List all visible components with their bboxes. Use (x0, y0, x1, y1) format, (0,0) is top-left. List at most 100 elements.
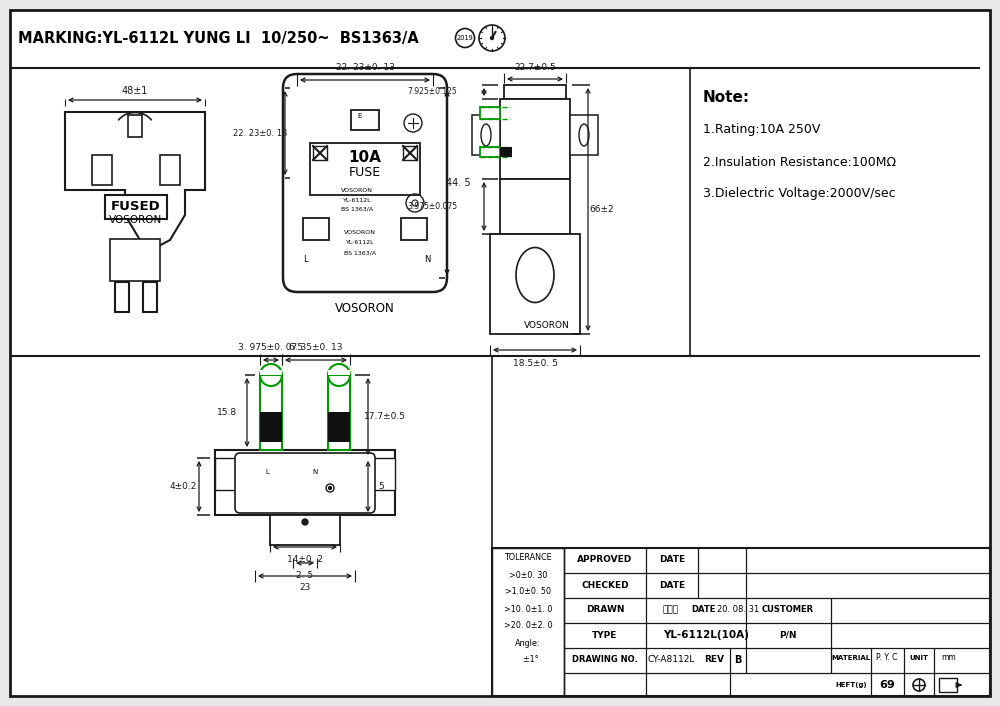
Bar (255, 515, 355, 561)
Text: 22. 23±0. 13: 22. 23±0. 13 (233, 128, 287, 138)
Bar (128, 115, 142, 137)
Text: YL-6112L(10A): YL-6112L(10A) (663, 630, 749, 640)
Text: DRAWING NO.: DRAWING NO. (572, 655, 638, 664)
Bar (328, 375, 350, 450)
Bar (260, 412, 282, 442)
Text: 48±1: 48±1 (122, 86, 148, 96)
Text: >10. 0±1. 0: >10. 0±1. 0 (504, 604, 552, 614)
Text: >0±0. 30: >0±0. 30 (509, 570, 547, 580)
Text: 7.925±0.125: 7.925±0.125 (407, 88, 457, 97)
Bar (504, 85, 566, 99)
Text: VOSORON: VOSORON (335, 301, 395, 314)
Text: L: L (265, 469, 269, 475)
Bar (500, 147, 512, 157)
Text: 3. 975±0. 075: 3. 975±0. 075 (239, 344, 304, 352)
Ellipse shape (516, 248, 554, 302)
Polygon shape (570, 115, 598, 155)
Polygon shape (328, 370, 350, 375)
Text: 69: 69 (879, 680, 895, 690)
Text: Note:: Note: (703, 90, 750, 105)
Bar (110, 239, 160, 281)
Bar (260, 375, 282, 450)
Bar (500, 179, 570, 234)
Text: TOLERANCE: TOLERANCE (504, 554, 552, 563)
Ellipse shape (481, 124, 491, 146)
Circle shape (328, 486, 332, 489)
Text: UNIT: UNIT (910, 655, 928, 661)
Text: 4±0.2: 4±0.2 (169, 482, 197, 491)
FancyBboxPatch shape (235, 453, 375, 513)
Bar (115, 282, 129, 312)
Bar (939, 678, 957, 692)
Bar (492, 548, 564, 696)
Ellipse shape (579, 124, 589, 146)
Text: >20. 0±2. 0: >20. 0±2. 0 (504, 621, 552, 630)
Text: ±1°: ±1° (518, 655, 538, 664)
Text: 22.7±0.5: 22.7±0.5 (514, 63, 556, 71)
Text: N: N (424, 256, 430, 265)
Circle shape (302, 519, 308, 525)
Text: 20. 08. 31: 20. 08. 31 (717, 606, 759, 614)
Text: DRAWN: DRAWN (586, 606, 624, 614)
Text: 陈守琨: 陈守琨 (663, 606, 679, 614)
Bar (500, 99, 570, 179)
Bar (328, 412, 350, 442)
Circle shape (490, 37, 494, 40)
Text: 10A: 10A (349, 150, 381, 165)
Text: YL-6112L: YL-6112L (346, 241, 374, 246)
Text: TYPE: TYPE (592, 630, 618, 640)
Text: 2019: 2019 (457, 35, 473, 41)
Text: VOSORON: VOSORON (109, 215, 163, 225)
Polygon shape (65, 112, 205, 248)
Bar (310, 143, 420, 195)
Text: DATE: DATE (691, 606, 715, 614)
Text: >1.0±0. 50: >1.0±0. 50 (505, 587, 551, 597)
Bar (373, 458, 395, 490)
Text: REV: REV (704, 655, 724, 664)
Text: DATE: DATE (659, 556, 685, 565)
Text: FUSED: FUSED (111, 201, 161, 213)
Text: YL-6112L: YL-6112L (343, 198, 371, 203)
Text: P/N: P/N (779, 630, 797, 640)
Text: VOSORON: VOSORON (341, 189, 373, 193)
Bar (403, 146, 417, 160)
Text: P. Y. C: P. Y. C (876, 654, 898, 662)
Text: MARKING:YL-6112L YUNG LI  10/250~  BS1363/A: MARKING:YL-6112L YUNG LI 10/250~ BS1363/… (18, 30, 419, 45)
Text: 18.5±0. 5: 18.5±0. 5 (513, 359, 557, 368)
Bar (250, 465, 268, 493)
Polygon shape (472, 115, 500, 155)
Text: Angle:: Angle: (515, 638, 541, 647)
Bar (215, 450, 395, 515)
Text: 17.7±0.5: 17.7±0.5 (364, 412, 406, 421)
Text: HEFT(g): HEFT(g) (835, 682, 867, 688)
Bar (270, 515, 340, 545)
Bar (105, 195, 167, 219)
Text: VOSORON: VOSORON (524, 321, 570, 330)
Text: 66±2: 66±2 (590, 205, 614, 214)
Text: 23: 23 (299, 583, 311, 592)
Text: 3.Dielectric Voltage:2000V/sec: 3.Dielectric Voltage:2000V/sec (703, 188, 896, 201)
Bar (480, 147, 500, 157)
Text: MATERIAL: MATERIAL (831, 655, 871, 661)
Text: 22. 23±0. 13: 22. 23±0. 13 (336, 64, 394, 73)
Text: 6. 35±0. 13: 6. 35±0. 13 (289, 344, 343, 352)
Text: BS 1363/A: BS 1363/A (341, 206, 373, 212)
Text: 44. 5: 44. 5 (446, 178, 470, 188)
Text: 2. 5: 2. 5 (296, 570, 314, 580)
Polygon shape (260, 370, 282, 375)
Text: CUSTOMER: CUSTOMER (762, 606, 814, 614)
Text: N: N (312, 469, 318, 475)
Bar (296, 465, 314, 493)
Bar (313, 146, 327, 160)
Text: APPROVED: APPROVED (577, 556, 633, 565)
Bar (160, 155, 180, 185)
Text: 1.Rating:10A 250V: 1.Rating:10A 250V (703, 124, 820, 136)
Bar (401, 218, 427, 240)
Bar (215, 458, 237, 490)
Text: CY-A8112L: CY-A8112L (647, 655, 695, 664)
Bar (143, 282, 157, 312)
Bar (92, 155, 112, 185)
Text: E: E (358, 113, 362, 119)
Bar (492, 548, 990, 696)
Text: 15.8: 15.8 (217, 408, 237, 417)
